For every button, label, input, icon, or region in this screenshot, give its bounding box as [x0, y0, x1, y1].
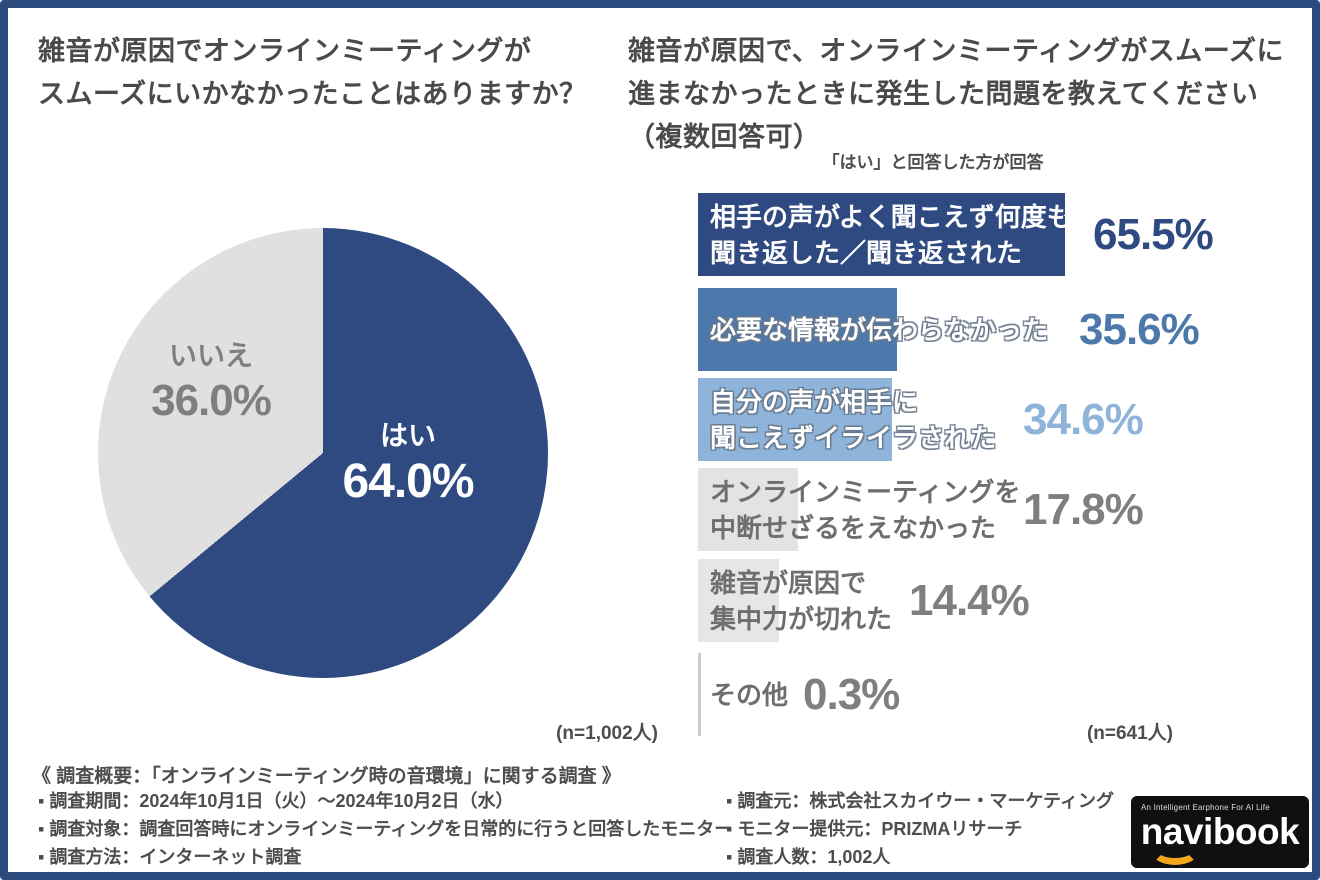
- bar-sample-size: (n=641人): [1086, 723, 1173, 744]
- bar-chart-subtitle: 「はい」と回答した方が回答: [822, 153, 1044, 172]
- bar-row-2: 必要な情報が伝わらなかった 35.6%: [698, 288, 1312, 371]
- bar-row-4: オンラインミーティングを 中断せざるをえなかった 17.8%: [698, 468, 1312, 551]
- survey-details-left: ▪ 調査期間：2024年10月1日（火）～2024年10月2日（水） ▪ 調査対…: [38, 787, 732, 871]
- survey-source: ▪ 調査元：株式会社スカイウー・マーケティング: [726, 791, 1114, 811]
- bar-value-1: 65.5%: [1093, 210, 1214, 259]
- survey-period: ▪ 調査期間：2024年10月1日（火）～2024年10月2日（水）: [38, 791, 514, 811]
- navibook-logo: An Intelligent Earphone For AI Life navi…: [1131, 796, 1309, 868]
- pie-no-value: 36.0%: [151, 376, 272, 425]
- bar-label-2: 必要な情報が伝わらなかった: [710, 314, 1049, 345]
- bar-question-title: 雑音が原因で、オンラインミーティングがスムーズに 進まなかったときに発生した問題…: [628, 30, 1312, 159]
- pie-question-line1: 雑音が原因でオンラインミーティングが: [38, 36, 532, 66]
- bar-question-line3: （複数回答可）: [628, 122, 821, 152]
- pie-sample-size: (n=1,002人): [556, 723, 658, 744]
- bar-label-6: その他: [710, 679, 789, 710]
- bar-row-3: 自分の声が相手に 聞こえずイライラされた 34.6%: [698, 378, 1312, 461]
- bar-fill-2: [698, 288, 898, 371]
- survey-method: ▪ 調査方法：インターネット調査: [38, 847, 302, 867]
- pie-question-title: 雑音が原因でオンラインミーティングが スムーズにいかなかったことはありますか？: [38, 30, 618, 116]
- pie-yes-value: 64.0%: [342, 455, 474, 508]
- pie-chart: はい 64.0% いいえ 36.0%: [98, 228, 548, 678]
- smile-icon: [1151, 837, 1199, 865]
- bar-row-5: 雑音が原因で 集中力が切れた 14.4%: [698, 559, 1312, 642]
- bar-question-line2: 進まなかったときに発生した問題を教えてください: [628, 79, 1259, 109]
- bar-label-1: 相手の声がよく聞こえず何度も 聞き返した／聞き返された: [710, 201, 1073, 268]
- survey-overview: 《 調査概要：「オンラインミーティング時の音環境」に関する調査 》: [32, 766, 621, 787]
- bar-value-2: 35.6%: [1079, 305, 1200, 354]
- bar-fill-4: [698, 468, 798, 551]
- pie-no-category: いいえ: [168, 340, 253, 371]
- pie-slice-label-yes: はい 64.0%: [328, 418, 488, 510]
- bar-fill-1: [698, 193, 1065, 276]
- survey-details-right: ▪ 調査元：株式会社スカイウー・マーケティング ▪ モニター提供元：PRIZMA…: [726, 787, 1114, 871]
- pie-slice-label-no: いいえ 36.0%: [131, 338, 291, 428]
- bar-fill-5: [698, 559, 779, 642]
- logo-tagline: An Intelligent Earphone For AI Life: [1141, 803, 1270, 812]
- bar-row-6: その他 0.3%: [698, 653, 1312, 736]
- bar-question-line1: 雑音が原因で、オンラインミーティングがスムーズに: [628, 36, 1284, 66]
- survey-monitor-provider: ▪ モニター提供元：PRIZMAリサーチ: [726, 819, 1023, 839]
- pie-yes-category: はい: [379, 420, 436, 451]
- pie-question-line2: スムーズにいかなかったことはありますか？: [38, 79, 587, 109]
- bar-label-4: オンラインミーティングを 中断せざるをえなかった: [710, 476, 1021, 543]
- bar-value-5: 14.4%: [909, 576, 1030, 625]
- bar-label-3: 自分の声が相手に 聞こえずイライラされた: [710, 386, 997, 453]
- bar-fill-3: [698, 378, 892, 461]
- bar-value-3: 34.6%: [1023, 395, 1144, 444]
- bar-row-1: 相手の声がよく聞こえず何度も 聞き返した／聞き返された 65.5%: [698, 193, 1312, 276]
- bar-value-6: 0.3%: [803, 670, 900, 719]
- bar-label-5: 雑音が原因で 集中力が切れた: [710, 567, 893, 634]
- bar-fill-6: [698, 653, 701, 736]
- survey-respondents: ▪ 調査人数：1,002人: [726, 847, 891, 867]
- survey-target: ▪ 調査対象：調査回答時にオンラインミーティングを日常的に行うと回答したモニター: [38, 819, 733, 839]
- bar-chart: 相手の声がよく聞こえず何度も 聞き返した／聞き返された 65.5% 必要な情報が…: [698, 193, 1312, 738]
- bar-value-4: 17.8%: [1023, 485, 1144, 534]
